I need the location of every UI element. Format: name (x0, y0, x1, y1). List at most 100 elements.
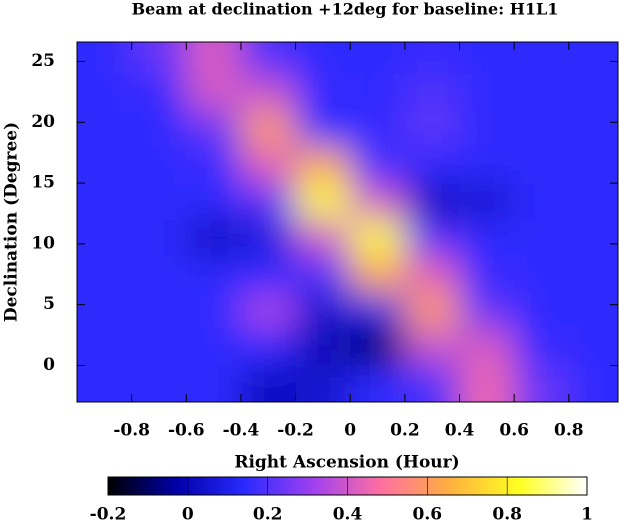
heatmap-cell (77, 365, 133, 402)
heatmap-cell (568, 110, 618, 148)
heatmap-cell (514, 219, 570, 257)
heatmap-cell (240, 329, 297, 367)
heatmap-cell (131, 329, 187, 367)
heatmap-cell (350, 329, 406, 367)
heatmap-cell (240, 73, 297, 111)
heatmap-cell (77, 219, 133, 257)
heatmap-cell (568, 73, 618, 111)
heatmap-cell (77, 292, 133, 330)
heatmap-cell (186, 219, 242, 257)
y-axis-label: Declination (Degree) (2, 122, 22, 322)
heatmap-cell (514, 292, 570, 330)
heatmap-cell (350, 219, 406, 257)
heatmap-cell (186, 110, 242, 148)
heatmap-cell (77, 73, 133, 111)
heatmap-cell (568, 292, 618, 330)
heatmap-cell (240, 42, 297, 75)
heatmap-cell (459, 73, 515, 111)
heatmap-cell (350, 183, 406, 221)
y-tick-label: 0 (43, 355, 55, 375)
heatmap-cell (186, 73, 242, 111)
heatmap-cell (459, 329, 515, 367)
heatmap-cell (186, 183, 242, 221)
heatmap-cell (295, 256, 351, 294)
heatmap-cell (568, 42, 618, 75)
heatmap-cell (295, 110, 351, 148)
heatmap-cell (459, 292, 515, 330)
heatmap-cell (514, 42, 570, 75)
x-tick-label: 0.2 (390, 421, 420, 441)
heatmap-cell (459, 42, 515, 75)
heatmap-cell (404, 219, 461, 257)
x-tick-label: -0.2 (277, 421, 314, 441)
heatmap-cell (568, 365, 618, 402)
heatmap-cell (350, 110, 406, 148)
heatmap-cell (514, 146, 570, 184)
heatmap-cell (131, 365, 187, 402)
heatmap-cell (350, 256, 406, 294)
heatmap-cell (404, 146, 461, 184)
heatmap-cell (459, 110, 515, 148)
heatmap-cell (568, 256, 618, 294)
heatmap-cell (77, 256, 133, 294)
heatmap-cell (131, 256, 187, 294)
heatmap-cell (131, 110, 187, 148)
heatmap-cell (568, 183, 618, 221)
heatmap-cell (295, 365, 351, 402)
heatmap-cell (514, 256, 570, 294)
heatmap-cell (404, 73, 461, 111)
x-tick-label: 0.6 (499, 421, 529, 441)
heatmap-cell (514, 329, 570, 367)
heatmap-cell (131, 146, 187, 184)
heatmap-cell (514, 73, 570, 111)
heatmap-cell (404, 256, 461, 294)
heatmap-cell (459, 219, 515, 257)
heatmap-cell (77, 329, 133, 367)
y-tick-label: 15 (31, 173, 55, 193)
heatmap-cell (77, 146, 133, 184)
x-tick-label: -0.8 (113, 421, 150, 441)
x-tick-label: 0.4 (445, 421, 475, 441)
heatmap-cell (404, 183, 461, 221)
heatmap-cell (295, 42, 351, 75)
heatmap-cell (404, 329, 461, 367)
colorbar-tick-label: -0.2 (90, 505, 127, 521)
heatmap-cell (240, 146, 297, 184)
heatmap-cell (514, 183, 570, 221)
heatmap-cell (459, 146, 515, 184)
heatmap-cell (514, 110, 570, 148)
heatmap-cell (186, 256, 242, 294)
x-tick-label: 0.8 (554, 421, 584, 441)
x-tick-label: -0.6 (168, 421, 205, 441)
heatmap-cell (186, 329, 242, 367)
heatmap-cell (240, 256, 297, 294)
heatmap-cell (404, 365, 461, 402)
heatmap-cell (186, 365, 242, 402)
heatmap-cell (240, 365, 297, 402)
heatmap-cell (77, 42, 133, 75)
heatmap-cell (350, 73, 406, 111)
heatmap-cell (404, 292, 461, 330)
colorbar-tick-label: 0.4 (333, 505, 363, 521)
colorbar-tick-label: 0.8 (492, 505, 522, 521)
heatmap-cell (404, 110, 461, 148)
y-tick-label: 20 (31, 112, 55, 132)
heatmap-cell (350, 42, 406, 75)
colorbar-tick-label: 0.2 (253, 505, 283, 521)
chart-title: Beam at declination +12deg for baseline:… (132, 0, 559, 19)
heatmap-cell (295, 73, 351, 111)
heatmap-cell (240, 219, 297, 257)
heatmap-cell (350, 292, 406, 330)
heatmap-cell (131, 73, 187, 111)
heatmap-cell (350, 146, 406, 184)
heatmap-cell (240, 292, 297, 330)
heatmap-cell (240, 183, 297, 221)
heatmap-cell (131, 292, 187, 330)
heatmap-cell (459, 365, 515, 402)
heatmap-cell (131, 183, 187, 221)
colorbar-tick-label: 1 (581, 505, 593, 521)
heatmap-cell (77, 110, 133, 148)
heatmap-cell (295, 329, 351, 367)
heatmap-cell (186, 292, 242, 330)
